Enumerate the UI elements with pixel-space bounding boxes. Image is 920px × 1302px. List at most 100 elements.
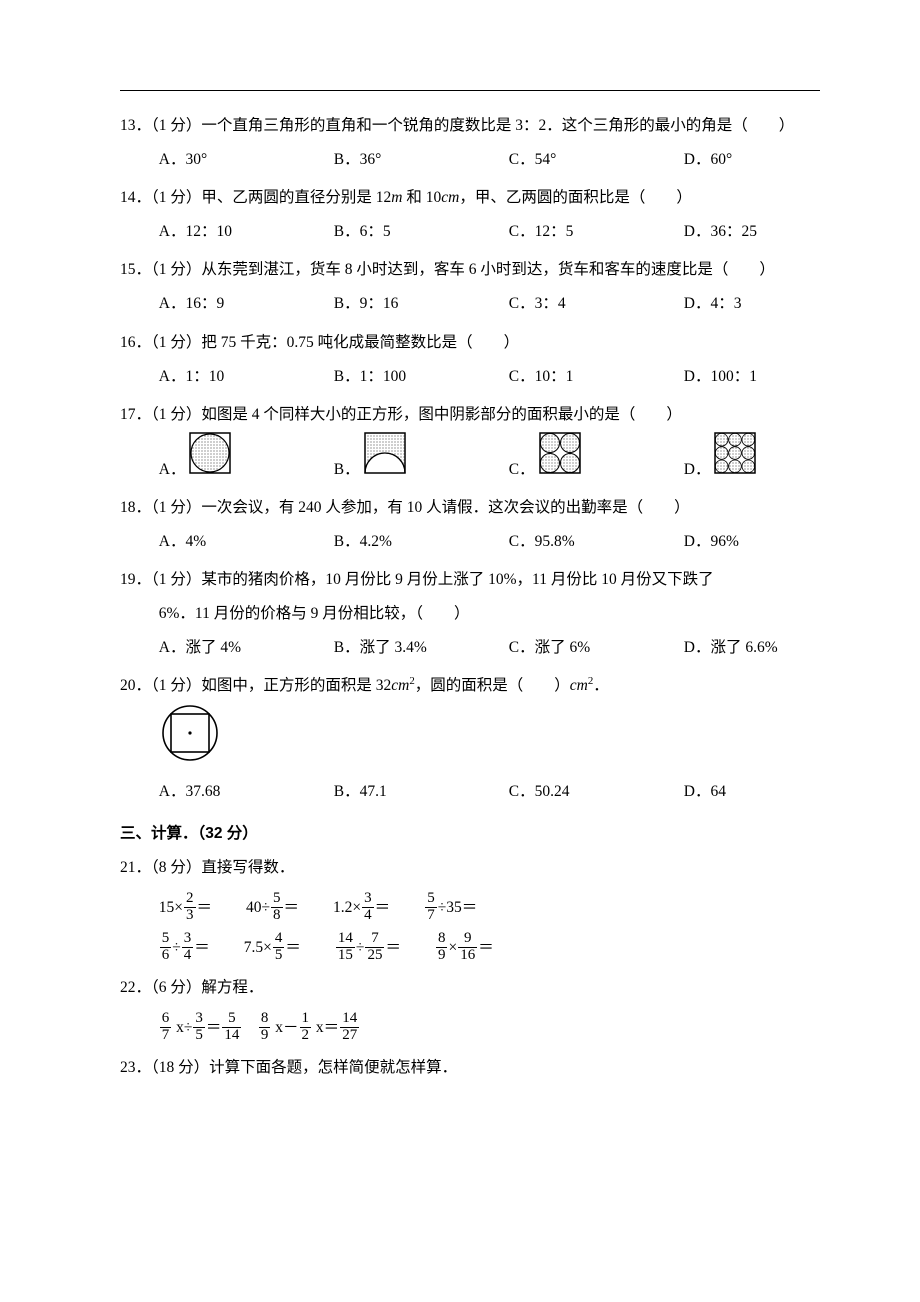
q19-C: C．涨了 6%	[509, 631, 684, 665]
question-17: 17．（1 分）如图是 4 个同样大小的正方形，图中阴影部分的面积最小的是（ ）…	[120, 398, 820, 487]
question-14: 14．（1 分）甲、乙两圆的直径分别是 12m 和 10cm，甲、乙两圆的面积比…	[120, 181, 820, 249]
q22-exp: 67 x÷35＝514 89 x－12 x＝1427	[159, 1011, 360, 1045]
q17-C-figure	[539, 432, 581, 487]
q17-stem: 17．（1 分）如图是 4 个同样大小的正方形，图中阴影部分的面积最小的是（ ）	[120, 398, 820, 432]
d: 27	[340, 1028, 359, 1044]
d: 15	[336, 948, 355, 964]
d: 4	[182, 948, 194, 964]
n: 8	[259, 1011, 271, 1028]
q15-stem: 15．（1 分）从东莞到湛江，货车 8 小时达到，客车 6 小时到达，货车和客车…	[120, 253, 820, 287]
q21-r1-e3: 1.2×34＝	[333, 891, 390, 925]
txt: 15×	[159, 899, 183, 916]
n: 4	[273, 931, 285, 948]
txt: 40÷	[246, 899, 270, 916]
question-23: 23．（18 分）计算下面各题，怎样简便就怎样算．	[120, 1051, 820, 1085]
q18-stem: 18．（1 分）一次会议，有 240 人参加，有 10 人请假．这次会议的出勤率…	[120, 491, 820, 525]
op: ×	[448, 939, 457, 956]
q17-D-figure	[714, 432, 756, 487]
q14-D: D．36：25	[684, 215, 757, 249]
q14-m: m	[391, 189, 402, 206]
q19-A: A．涨了 4%	[159, 631, 334, 665]
q18-C: C．95.8%	[509, 525, 684, 559]
q20-cm1: cm	[391, 677, 409, 694]
q13-stem: 13．（1 分）一个直角三角形的直角和一个锐角的度数比是 3：2．这个三角形的最…	[120, 109, 820, 143]
q15-C: C．3：4	[509, 287, 684, 321]
t: x÷	[172, 1019, 192, 1036]
eq: ＝	[194, 939, 210, 956]
n: 9	[458, 931, 477, 948]
txt: 1.2×	[333, 899, 361, 916]
q21-r1-e4: 57÷35＝	[424, 891, 477, 925]
n: 6	[160, 1011, 172, 1028]
q17-D-label: D．	[684, 453, 711, 487]
question-15: 15．（1 分）从东莞到湛江，货车 8 小时达到，客车 6 小时到达，货车和客车…	[120, 253, 820, 321]
n: 3	[182, 931, 194, 948]
q17-B-label: B．	[334, 453, 360, 487]
q20-stem: 20．（1 分）如图中，正方形的面积是 32cm2，圆的面积是（ ）cm2．	[120, 669, 820, 703]
q19-line1: 19．（1 分）某市的猪肉价格，10 月份比 9 月份上涨了 10%，11 月份…	[120, 563, 820, 597]
eq: ＝	[197, 899, 213, 916]
t: x－	[271, 1019, 298, 1036]
q14-suffix: ，甲、乙两圆的面积比是（ ）	[459, 189, 692, 206]
question-22: 22．（6 分）解方程． 67 x÷35＝514 89 x－12 x＝1427	[120, 971, 820, 1045]
q20-suffix: ．	[593, 677, 609, 694]
q17-B: B．	[334, 432, 509, 487]
txt: 7.5×	[244, 939, 272, 956]
q14-C: C．12：5	[509, 215, 684, 249]
q21-row2: 56÷34＝ 7.5×45＝ 1415÷725＝ 89×916＝	[120, 931, 820, 965]
n: 3	[193, 1011, 205, 1028]
d: 5	[193, 1028, 205, 1044]
eq: ÷35＝	[438, 899, 478, 916]
page-root: 13．（1 分）一个直角三角形的直角和一个锐角的度数比是 3：2．这个三角形的最…	[0, 0, 920, 1149]
eq: ＝	[375, 899, 391, 916]
n: 5	[222, 1011, 241, 1028]
den: 4	[362, 908, 374, 924]
num: 5	[425, 891, 437, 908]
q15-options: A．16：9 B．9：16 C．3：4 D．4：3	[120, 287, 820, 321]
q16-C: C．10：1	[509, 360, 684, 394]
den: 3	[184, 908, 196, 924]
question-16: 16．（1 分）把 75 千克：0.75 吨化成最简整数比是（ ） A．1：10…	[120, 326, 820, 394]
q18-A: A．4%	[159, 525, 334, 559]
q19-options: A．涨了 4% B．涨了 3.4% C．涨了 6% D．涨了 6.6%	[120, 631, 820, 665]
q19-B: B．涨了 3.4%	[334, 631, 509, 665]
question-13: 13．（1 分）一个直角三角形的直角和一个锐角的度数比是 3：2．这个三角形的最…	[120, 109, 820, 177]
q16-D: D．100：1	[684, 360, 757, 394]
q14-cm: cm	[441, 189, 459, 206]
q22-equation: 67 x÷35＝514 89 x－12 x＝1427	[120, 1011, 820, 1045]
d: 9	[259, 1028, 271, 1044]
n: 14	[340, 1011, 359, 1028]
q20-cm2: cm	[570, 677, 588, 694]
q17-A-figure	[189, 432, 231, 487]
q21-r1-e2: 40÷58＝	[246, 891, 299, 925]
q22-stem: 22．（6 分）解方程．	[120, 971, 820, 1005]
q21-r1-e1: 15×23＝	[159, 891, 212, 925]
q13-options: A．30° B．36° C．54° D．60°	[120, 143, 820, 177]
q13-D: D．60°	[684, 143, 732, 177]
q14-stem: 14．（1 分）甲、乙两圆的直径分别是 12m 和 10cm，甲、乙两圆的面积比…	[120, 181, 820, 215]
eq: ＝	[285, 939, 301, 956]
num: 5	[271, 891, 283, 908]
q21-stem: 21．（8 分）直接写得数．	[120, 851, 820, 885]
q20-C: C．50.24	[509, 775, 684, 809]
d: 16	[458, 948, 477, 964]
q20-D: D．64	[684, 775, 726, 809]
d: 7	[160, 1028, 172, 1044]
q23-stem: 23．（18 分）计算下面各题，怎样简便就怎样算．	[120, 1051, 820, 1085]
n: 1	[300, 1011, 312, 1028]
question-21: 21．（8 分）直接写得数． 15×23＝ 40÷58＝ 1.2×34＝ 57÷…	[120, 851, 820, 965]
q21-row1: 15×23＝ 40÷58＝ 1.2×34＝ 57÷35＝	[120, 891, 820, 925]
q14-B: B．6：5	[334, 215, 509, 249]
q15-D: D．4：3	[684, 287, 742, 321]
q17-A: A．	[159, 432, 334, 487]
header-rule	[120, 90, 820, 91]
q17-A-label: A．	[159, 453, 186, 487]
eq: ＝	[284, 899, 300, 916]
q15-A: A．16：9	[159, 287, 334, 321]
d: 6	[160, 948, 172, 964]
d: 25	[365, 948, 384, 964]
q17-C-label: C．	[509, 453, 535, 487]
q20-prefix: 20．（1 分）如图中，正方形的面积是 32	[120, 677, 391, 694]
q16-B: B．1：100	[334, 360, 509, 394]
d: 2	[300, 1028, 312, 1044]
